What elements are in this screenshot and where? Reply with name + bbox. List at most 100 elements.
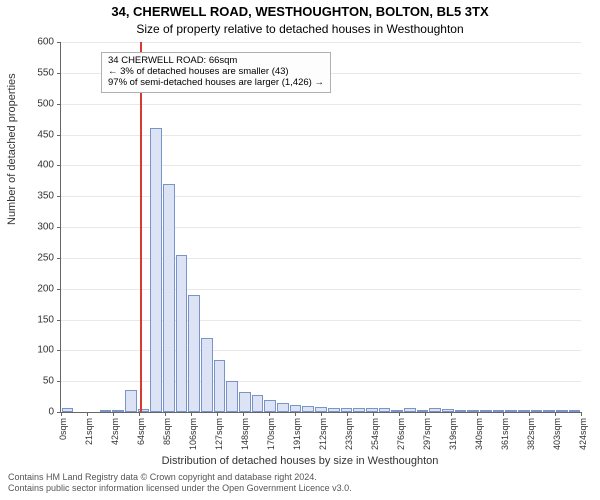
xtick-mark: [61, 412, 62, 416]
xtick-mark: [425, 412, 426, 416]
ytick-mark: [57, 135, 61, 136]
histogram-bar: [379, 408, 391, 412]
histogram-bar: [556, 410, 568, 412]
xtick-mark: [139, 412, 140, 416]
ytick-label: 450: [14, 129, 54, 140]
ytick-label: 550: [14, 67, 54, 78]
histogram-bar: [252, 395, 264, 412]
xtick-mark: [113, 412, 114, 416]
ytick-mark: [57, 104, 61, 105]
xtick-label: 42sqm: [110, 418, 120, 445]
footer-line1: Contains HM Land Registry data © Crown c…: [8, 472, 352, 483]
xtick-mark: [477, 412, 478, 416]
ytick-mark: [57, 196, 61, 197]
xtick-label: 212sqm: [318, 418, 328, 450]
xtick-label: 276sqm: [396, 418, 406, 450]
title-line1: 34, CHERWELL ROAD, WESTHOUGHTON, BOLTON,…: [0, 4, 600, 19]
xtick-label: 127sqm: [214, 418, 224, 450]
histogram-bar: [455, 410, 467, 412]
histogram-bar: [505, 410, 517, 412]
histogram-bar: [480, 410, 492, 412]
xtick-mark: [555, 412, 556, 416]
ytick-mark: [57, 258, 61, 259]
xtick-label: 340sqm: [474, 418, 484, 450]
histogram-bar: [176, 255, 188, 412]
histogram-bar: [62, 408, 74, 412]
xtick-label: 64sqm: [136, 418, 146, 445]
xtick-label: 21sqm: [84, 418, 94, 445]
histogram-bar: [264, 400, 276, 412]
ytick-mark: [57, 73, 61, 74]
xtick-label: 361sqm: [500, 418, 510, 450]
xtick-label: 233sqm: [344, 418, 354, 450]
property-marker-line: [140, 42, 142, 412]
callout-line3: 97% of semi-detached houses are larger (…: [108, 78, 324, 89]
xtick-mark: [399, 412, 400, 416]
histogram-bar: [150, 128, 162, 412]
histogram-bar: [214, 360, 226, 412]
ytick-label: 500: [14, 98, 54, 109]
ytick-label: 200: [14, 283, 54, 294]
histogram-bar: [239, 392, 251, 412]
chart-container: 34, CHERWELL ROAD, WESTHOUGHTON, BOLTON,…: [0, 0, 600, 500]
xtick-label: 382sqm: [526, 418, 536, 450]
histogram-bar: [404, 408, 416, 412]
xtick-label: 254sqm: [370, 418, 380, 450]
ytick-mark: [57, 165, 61, 166]
xtick-mark: [451, 412, 452, 416]
histogram-bar: [290, 405, 302, 412]
xtick-label: 424sqm: [578, 418, 588, 450]
histogram-bar: [353, 408, 365, 412]
xtick-mark: [269, 412, 270, 416]
ytick-mark: [57, 289, 61, 290]
title-line2: Size of property relative to detached ho…: [0, 22, 600, 36]
xtick-label: 319sqm: [448, 418, 458, 450]
histogram-bar: [391, 410, 403, 412]
histogram-bar: [328, 408, 340, 412]
ytick-mark: [57, 381, 61, 382]
xtick-mark: [165, 412, 166, 416]
xtick-mark: [321, 412, 322, 416]
xtick-label: 106sqm: [188, 418, 198, 450]
ytick-label: 300: [14, 222, 54, 233]
ytick-mark: [57, 42, 61, 43]
footer-attribution: Contains HM Land Registry data © Crown c…: [8, 472, 352, 494]
xtick-label: 148sqm: [240, 418, 250, 450]
histogram-bar: [226, 381, 238, 412]
histogram-bar: [569, 410, 581, 412]
ytick-mark: [57, 320, 61, 321]
xtick-mark: [347, 412, 348, 416]
ytick-label: 400: [14, 160, 54, 171]
ytick-label: 250: [14, 252, 54, 263]
xtick-mark: [217, 412, 218, 416]
xtick-mark: [295, 412, 296, 416]
xtick-label: 297sqm: [422, 418, 432, 450]
x-axis-label: Distribution of detached houses by size …: [0, 455, 600, 467]
histogram-bar: [125, 390, 137, 412]
xtick-label: 85sqm: [162, 418, 172, 445]
ytick-label: 100: [14, 345, 54, 356]
xtick-mark: [581, 412, 582, 416]
callout-box: 34 CHERWELL ROAD: 66sqm← 3% of detached …: [101, 52, 331, 93]
histogram-bar: [518, 410, 530, 412]
histogram-bar: [543, 410, 555, 412]
histogram-bar: [366, 408, 378, 412]
xtick-label: 0sqm: [58, 418, 68, 440]
ytick-label: 50: [14, 376, 54, 387]
histogram-bar: [163, 184, 175, 412]
xtick-mark: [373, 412, 374, 416]
xtick-mark: [243, 412, 244, 416]
ytick-mark: [57, 227, 61, 228]
y-axis-label: Number of detached properties: [6, 73, 18, 225]
histogram-bar: [277, 403, 289, 412]
ytick-mark: [57, 350, 61, 351]
xtick-mark: [87, 412, 88, 416]
ytick-label: 600: [14, 37, 54, 48]
ytick-label: 0: [14, 407, 54, 418]
histogram-bar: [531, 410, 543, 412]
histogram-bar: [429, 408, 441, 412]
histogram-bar: [417, 410, 429, 412]
xtick-mark: [503, 412, 504, 416]
xtick-label: 191sqm: [292, 418, 302, 450]
ytick-label: 350: [14, 191, 54, 202]
